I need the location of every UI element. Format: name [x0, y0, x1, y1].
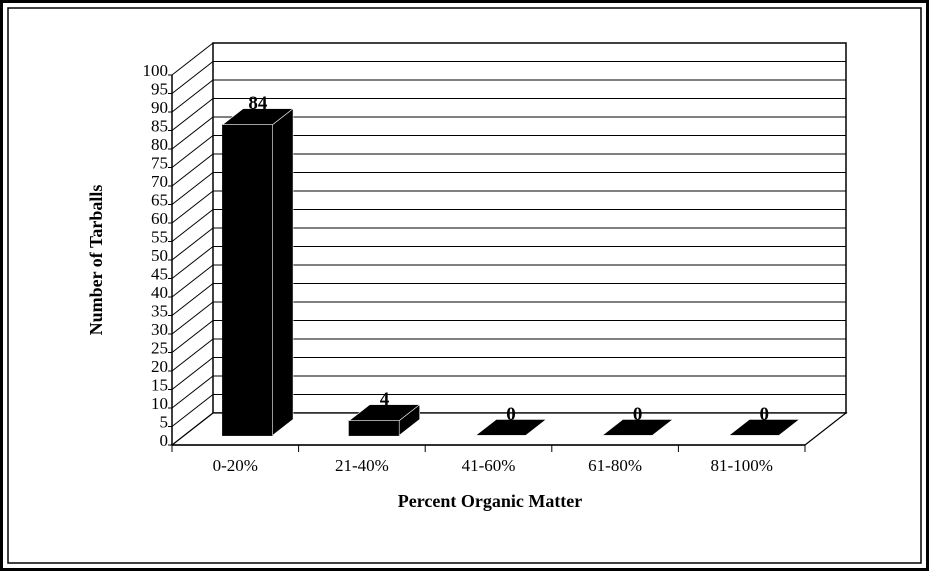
grid-line [171, 264, 214, 298]
bar-front [222, 124, 274, 436]
grid-line [171, 79, 214, 113]
grid-line [171, 338, 214, 372]
x-tick-label: 61-80% [588, 456, 642, 475]
y-tick-label: 0 [160, 431, 169, 450]
grid-line [171, 283, 214, 316]
bar-top [728, 419, 801, 436]
grid-line [171, 412, 214, 446]
data-label: 0 [760, 404, 770, 425]
y-tick-label: 45 [151, 264, 168, 283]
inner-frame [7, 7, 922, 564]
grid-line [171, 301, 214, 335]
y-tick-label: 40 [151, 283, 168, 302]
y-tick-label: 25 [151, 338, 168, 357]
y-tick-label: 35 [151, 301, 168, 320]
data-label: 0 [506, 404, 516, 425]
grid-line [171, 153, 214, 187]
y-axis-label: Number of Tarballs [86, 185, 106, 336]
y-tick-label: 55 [151, 227, 168, 246]
y-tick-label: 100 [143, 61, 169, 80]
grid-line [171, 320, 214, 353]
y-tick-label: 20 [151, 357, 168, 376]
data-label: 4 [380, 389, 390, 410]
y-tick-label: 10 [151, 394, 168, 413]
grid-line [171, 394, 214, 427]
y-tick-label: 80 [151, 135, 168, 154]
grid-line [171, 61, 214, 94]
grid-line [171, 98, 214, 131]
y-tick-label: 30 [151, 320, 168, 339]
x-tick-label: 81-100% [711, 456, 773, 475]
grid-line [171, 172, 214, 205]
x-tick-label: 21-40% [335, 456, 389, 475]
data-label: 0 [633, 404, 643, 425]
y-tick-label: 50 [151, 246, 168, 265]
grid-line [171, 209, 214, 242]
grid-line [171, 227, 214, 261]
y-tick-label: 70 [151, 172, 168, 191]
y-tick-label: 15 [151, 375, 168, 394]
bar-front [348, 420, 400, 436]
x-axis-label: Percent Organic Matter [398, 491, 583, 511]
grid-line [171, 375, 214, 409]
y-tick-label: 95 [151, 79, 168, 98]
grid-line [171, 190, 214, 224]
y-tick-label: 85 [151, 116, 168, 135]
bar-top [601, 419, 674, 436]
bar-side [272, 107, 294, 437]
x-tick-label: 41-60% [462, 456, 516, 475]
grid-line [171, 357, 214, 390]
y-tick-label: 60 [151, 209, 168, 228]
y-tick-label: 5 [160, 412, 169, 431]
bar-top [474, 419, 548, 436]
grid-line [171, 116, 214, 150]
y-tick-label: 65 [151, 190, 168, 209]
grid-line [171, 135, 214, 168]
grid-line [171, 42, 214, 76]
grid-line [171, 246, 214, 279]
bar-top [221, 108, 294, 125]
bar-top [348, 404, 421, 421]
data-label: 84 [248, 93, 268, 114]
y-tick-label: 75 [151, 153, 168, 172]
x-tick-label: 0-20% [213, 456, 258, 475]
y-tick-label: 90 [151, 98, 168, 117]
